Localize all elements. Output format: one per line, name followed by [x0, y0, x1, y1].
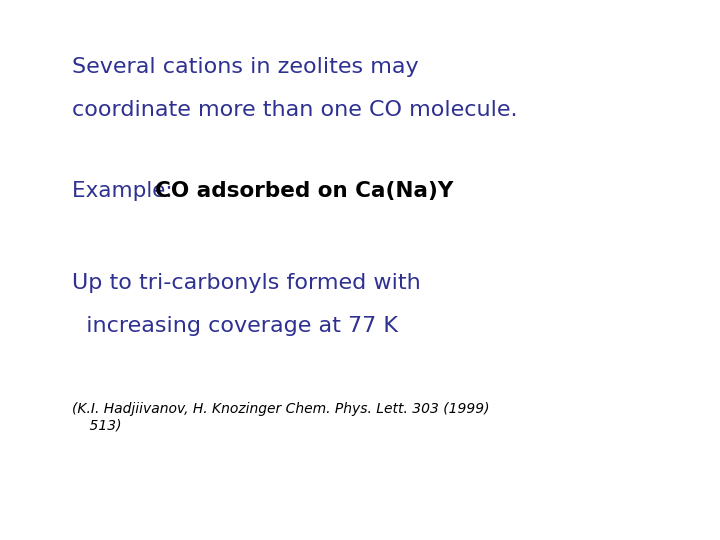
Text: Several cations in zeolites may: Several cations in zeolites may	[72, 57, 418, 77]
Text: Up to tri-carbonyls formed with: Up to tri-carbonyls formed with	[72, 273, 420, 293]
Text: CO adsorbed on Ca(Na)Y: CO adsorbed on Ca(Na)Y	[155, 181, 453, 201]
Text: increasing coverage at 77 K: increasing coverage at 77 K	[72, 316, 398, 336]
Text: coordinate more than one CO molecule.: coordinate more than one CO molecule.	[72, 100, 518, 120]
Text: (K.I. Hadjiivanov, H. Knozinger Chem. Phys. Lett. 303 (1999)
    513): (K.I. Hadjiivanov, H. Knozinger Chem. Ph…	[72, 402, 490, 433]
Text: Example:: Example:	[72, 181, 179, 201]
